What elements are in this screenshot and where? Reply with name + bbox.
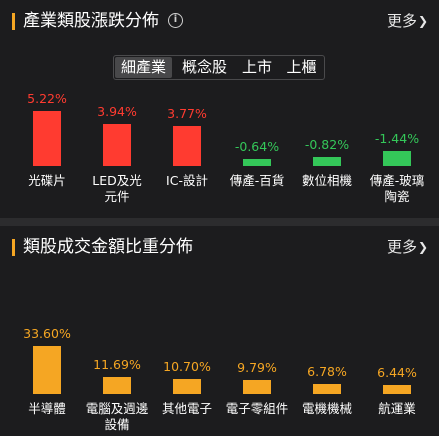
- chart-category-label: 數位相機: [292, 173, 362, 189]
- chart-value-label: 3.77%: [167, 106, 207, 121]
- chart-category-label: 傳產-百貨: [222, 173, 292, 189]
- industry-tab-group: 細產業 概念股 上市 上櫃: [113, 55, 325, 80]
- chart-bar: [173, 379, 201, 394]
- chart-category-label-line: 陶瓷: [384, 189, 410, 204]
- chart-bar: [383, 151, 411, 166]
- section-accent-bar: [12, 13, 15, 30]
- chart-bar: [103, 124, 131, 166]
- chart-bar: [243, 159, 271, 166]
- chart-category-label: IC-設計: [152, 173, 222, 189]
- chart-category-label-line: 電腦及週邊: [85, 401, 149, 416]
- tab-sub-industry[interactable]: 細產業: [115, 57, 172, 78]
- industry-change-panel: 產業類股漲跌分佈 i 更多 ❯ 細產業 概念股 上市 上櫃 5.22% 光碟片 3.…: [0, 0, 439, 218]
- chart-category-label-line: LED及光: [92, 173, 142, 188]
- volume-share-panel: 類股成交金額比重分佈 更多 ❯ 33.60% 半導體 11.69% 電腦及週邊 設備 10…: [0, 226, 439, 436]
- tab-concept-stocks[interactable]: 概念股: [181, 58, 227, 76]
- chart-value-label: 10.70%: [163, 359, 211, 374]
- chart-bar: [33, 111, 61, 166]
- chart-category-label-line: 傳產-百貨: [229, 173, 285, 188]
- chart-category-label: 傳產-玻璃 陶瓷: [362, 173, 432, 205]
- chart-value-label: 5.22%: [27, 91, 67, 106]
- chart-category-label-line: 半導體: [28, 401, 66, 416]
- chart-category-label: 光碟片: [12, 173, 82, 189]
- section-accent-bar: [12, 239, 15, 256]
- chart-value-label: -0.82%: [304, 137, 350, 152]
- chart-bar: [383, 385, 411, 394]
- chart-category-label-line: 電機機械: [301, 401, 352, 416]
- chart-bar: [313, 157, 341, 166]
- chart-category-label: 電子零組件: [222, 401, 292, 417]
- chart-category-label-line: 數位相機: [301, 173, 352, 188]
- chart-category-label-line: 航運業: [378, 401, 416, 416]
- chart-value-label: 33.60%: [23, 326, 71, 341]
- chart-category-label: LED及光 元件: [82, 173, 152, 205]
- chart-bar: [103, 377, 131, 394]
- industry-more-link[interactable]: 更多: [386, 12, 417, 30]
- industry-change-title: 產業類股漲跌分佈: [23, 11, 159, 31]
- chart-value-label: 6.44%: [377, 365, 417, 380]
- chart-category-label-line: 光碟片: [28, 173, 66, 188]
- tab-otc[interactable]: 上櫃: [286, 58, 317, 76]
- chart-category-label-line: 設備: [104, 417, 130, 432]
- chart-value-label: 3.94%: [97, 104, 137, 119]
- chart-category-label-line: 其他電子: [161, 401, 212, 416]
- chart-category-label: 航運業: [362, 401, 432, 417]
- industry-change-header: 產業類股漲跌分佈 i 更多 ❯: [0, 8, 439, 36]
- chart-value-label: 6.78%: [307, 364, 347, 379]
- chart-category-label: 其他電子: [152, 401, 222, 417]
- chart-bar: [243, 380, 271, 394]
- chevron-right-icon[interactable]: ❯: [417, 240, 428, 254]
- chart-value-label: -1.44%: [374, 131, 420, 146]
- chart-bar: [313, 384, 341, 394]
- chart-bar: [33, 346, 61, 394]
- chart-value-label: 9.79%: [237, 360, 277, 375]
- chart-bar: [173, 126, 201, 166]
- chart-category-label: 半導體: [12, 401, 82, 417]
- volume-share-header: 類股成交金額比重分佈 更多 ❯: [0, 234, 439, 262]
- chevron-right-icon[interactable]: ❯: [417, 14, 428, 28]
- chart-category-label-line: 元件: [104, 189, 130, 204]
- volume-share-title: 類股成交金額比重分佈: [23, 237, 193, 257]
- chart-value-label: -0.64%: [234, 139, 280, 154]
- chart-category-label: 電機機械: [292, 401, 362, 417]
- chart-category-label: 電腦及週邊 設備: [82, 401, 152, 433]
- chart-category-label-line: 電子零組件: [225, 401, 289, 416]
- chart-category-label-line: 傳產-玻璃: [369, 173, 425, 188]
- volume-more-link[interactable]: 更多: [386, 238, 417, 256]
- chart-category-label-line: IC-設計: [166, 173, 208, 188]
- chart-value-label: 11.69%: [93, 357, 141, 372]
- info-circle-icon[interactable]: i: [168, 13, 183, 28]
- tab-listed[interactable]: 上市: [241, 58, 272, 76]
